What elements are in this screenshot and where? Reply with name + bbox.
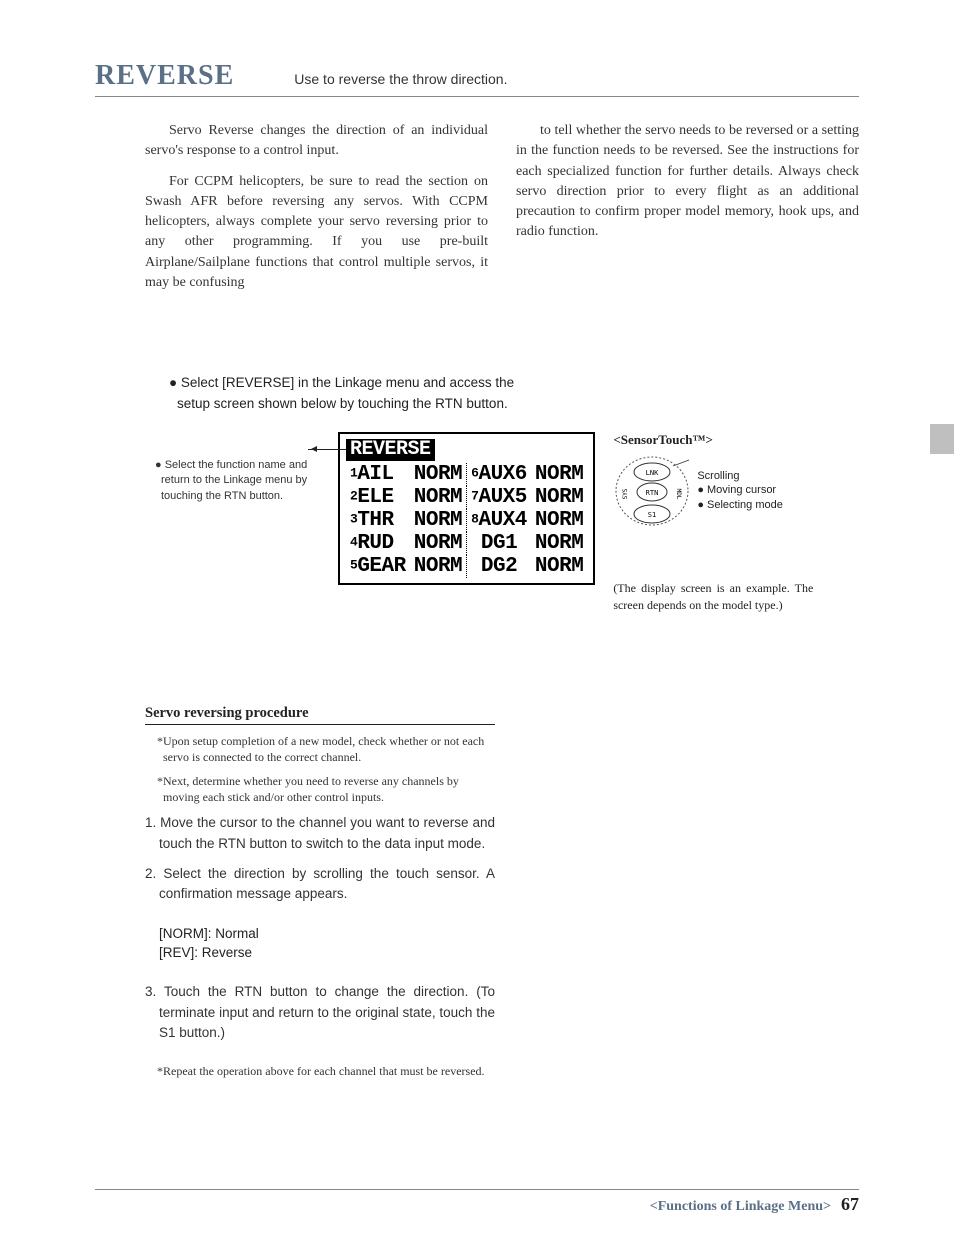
procedure-step: 3. Touch the RTN button to change the di… (145, 982, 495, 1043)
sensor-legend-item: Selecting mode (697, 498, 783, 513)
lcd-table: 1AILNORM6AUX6NORM 2ELENORM7AUX5NORM 3THR… (346, 463, 587, 578)
lcd-title: REVERSE (346, 439, 435, 461)
intro-p2: For CCPM helicopters, be sure to read th… (145, 172, 488, 294)
procedure-definition: [REV]: Reverse (145, 945, 495, 960)
intro-columns: Servo Reverse changes the direction of a… (95, 121, 859, 303)
intro-p3: to tell whether the servo needs to be re… (516, 121, 859, 243)
svg-text:S1: S1 (648, 511, 656, 519)
table-row: 1AILNORM6AUX6NORM (346, 463, 587, 486)
svg-text:LNK: LNK (646, 469, 659, 477)
page-title: REVERSE (95, 60, 234, 92)
screen-row: Select the function name and return to t… (155, 432, 859, 615)
procedure-note: *Repeat the operation above for each cha… (145, 1063, 495, 1079)
page-footer: <Functions of Linkage Menu> 67 (95, 1189, 859, 1215)
procedure-title: Servo reversing procedure (145, 705, 495, 725)
svg-text:MDL: MDL (675, 488, 682, 499)
svg-text:SYS: SYS (622, 488, 629, 499)
mid-instruction: Select [REVERSE] in the Linkage menu and… (177, 373, 537, 414)
procedure-block: Servo reversing procedure *Upon setup co… (95, 705, 495, 1080)
sensor-wheel-icon: LNK RTN S1 SYS MDL (613, 452, 691, 530)
lcd-screen: REVERSE 1AILNORM6AUX6NORM 2ELENORM7AUX5N… (338, 432, 595, 585)
left-note: Select the function name and return to t… (155, 458, 320, 504)
table-row: 4RUDNORMDG1NORM (346, 532, 587, 555)
title-row: REVERSE Use to reverse the throw directi… (95, 60, 859, 97)
footer-page-number: 67 (841, 1194, 859, 1214)
procedure-definition: [NORM]: Normal (145, 926, 495, 941)
procedure-note: *Next, determine whether you need to rev… (145, 773, 495, 805)
sensor-block: <SensorTouch™> LNK RTN S1 SYS MDL Scroll… (613, 432, 813, 615)
table-row: 5GEARNORMDG2NORM (346, 555, 587, 578)
table-row: 2ELENORM7AUX5NORM (346, 486, 587, 509)
display-note: (The display screen is an example. The s… (613, 580, 813, 615)
svg-text:RTN: RTN (646, 489, 659, 497)
page-edge-tab (930, 424, 954, 454)
page-subtitle: Use to reverse the throw direction. (294, 71, 507, 87)
intro-p1: Servo Reverse changes the direction of a… (145, 121, 488, 162)
intro-col-right: to tell whether the servo needs to be re… (516, 121, 859, 303)
table-row: 3THRNORM8AUX4NORM (346, 509, 587, 532)
mid-block: Select [REVERSE] in the Linkage menu and… (95, 373, 859, 614)
sensor-title: <SensorTouch™> (613, 432, 813, 448)
intro-col-left: Servo Reverse changes the direction of a… (145, 121, 488, 303)
sensor-legend-item: Moving cursor (697, 483, 783, 498)
procedure-note: *Upon setup completion of a new model, c… (145, 733, 495, 765)
procedure-step: 1. Move the cursor to the channel you wa… (145, 813, 495, 854)
sensor-legend: Scrolling Moving cursor Selecting mode (697, 469, 783, 514)
procedure-step: 2. Select the direction by scrolling the… (145, 864, 495, 905)
footer-section: <Functions of Linkage Menu> (650, 1199, 831, 1214)
sensor-legend-item: Scrolling (697, 469, 783, 484)
